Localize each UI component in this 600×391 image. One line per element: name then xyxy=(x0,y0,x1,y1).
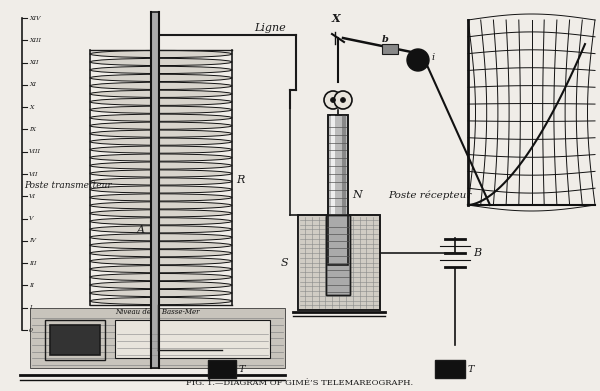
Text: FIG. 1.—DIAGRAM OF GIMÉ’S TELEMAREOGRAPH.: FIG. 1.—DIAGRAM OF GIMÉ’S TELEMAREOGRAPH… xyxy=(187,379,413,387)
Bar xyxy=(342,115,346,265)
Text: T: T xyxy=(468,364,475,373)
Text: i: i xyxy=(431,54,434,63)
Ellipse shape xyxy=(90,186,232,193)
Text: A: A xyxy=(137,225,145,235)
Text: XII: XII xyxy=(29,60,38,65)
Ellipse shape xyxy=(90,50,232,57)
Bar xyxy=(435,360,465,378)
Bar xyxy=(328,115,348,265)
Text: B: B xyxy=(473,248,481,258)
Ellipse shape xyxy=(90,282,232,289)
Ellipse shape xyxy=(90,242,232,249)
Bar xyxy=(382,44,398,54)
Ellipse shape xyxy=(90,210,232,217)
Ellipse shape xyxy=(90,146,232,153)
Bar xyxy=(326,215,350,295)
Text: III: III xyxy=(29,261,37,265)
Bar xyxy=(328,115,348,265)
Text: V: V xyxy=(29,216,34,221)
Ellipse shape xyxy=(90,298,232,305)
Ellipse shape xyxy=(90,274,232,281)
Text: 0: 0 xyxy=(29,328,33,332)
Text: N: N xyxy=(352,190,362,200)
Text: R: R xyxy=(236,175,244,185)
Text: X: X xyxy=(29,105,34,109)
Ellipse shape xyxy=(90,194,232,201)
Ellipse shape xyxy=(90,162,232,169)
Bar xyxy=(50,325,100,355)
Text: Niveau de la Basse-Mer: Niveau de la Basse-Mer xyxy=(115,308,200,316)
Text: S: S xyxy=(280,258,288,268)
Circle shape xyxy=(331,97,335,102)
Ellipse shape xyxy=(90,114,232,121)
Ellipse shape xyxy=(90,234,232,241)
Text: XIII: XIII xyxy=(29,38,41,43)
Text: XI: XI xyxy=(29,83,36,87)
Text: T: T xyxy=(239,364,245,373)
Ellipse shape xyxy=(90,138,232,145)
Ellipse shape xyxy=(90,265,232,273)
Ellipse shape xyxy=(90,90,232,97)
Text: Poste transmetteur: Poste transmetteur xyxy=(24,181,112,190)
Ellipse shape xyxy=(90,289,232,297)
Ellipse shape xyxy=(90,106,232,113)
Ellipse shape xyxy=(90,226,232,233)
Text: Ligne: Ligne xyxy=(254,23,286,33)
Ellipse shape xyxy=(90,122,232,129)
Circle shape xyxy=(341,97,346,102)
Ellipse shape xyxy=(90,202,232,209)
Ellipse shape xyxy=(90,66,232,74)
Ellipse shape xyxy=(90,130,232,137)
Circle shape xyxy=(334,91,352,109)
Bar xyxy=(151,12,159,368)
Text: Poste récepteur: Poste récepteur xyxy=(388,190,472,200)
Circle shape xyxy=(407,49,429,71)
Ellipse shape xyxy=(90,74,232,81)
Text: II: II xyxy=(29,283,34,288)
Text: I: I xyxy=(29,305,32,310)
Ellipse shape xyxy=(90,154,232,161)
Ellipse shape xyxy=(90,218,232,225)
Text: VI: VI xyxy=(29,194,36,199)
Bar xyxy=(326,215,350,295)
Ellipse shape xyxy=(90,249,232,257)
Text: IX: IX xyxy=(29,127,36,132)
Ellipse shape xyxy=(90,178,232,185)
Bar xyxy=(208,360,236,378)
Ellipse shape xyxy=(90,58,232,66)
Ellipse shape xyxy=(90,170,232,177)
Ellipse shape xyxy=(90,98,232,106)
Bar xyxy=(331,115,335,265)
Circle shape xyxy=(324,91,342,109)
Bar xyxy=(298,215,380,310)
Ellipse shape xyxy=(90,258,232,265)
Bar xyxy=(30,308,285,368)
Ellipse shape xyxy=(90,82,232,90)
Text: XIV: XIV xyxy=(29,16,41,20)
Text: VIII: VIII xyxy=(29,149,41,154)
Text: X: X xyxy=(332,13,340,23)
Text: b: b xyxy=(382,36,388,45)
Text: IV: IV xyxy=(29,239,36,243)
Bar xyxy=(298,215,380,310)
Bar xyxy=(115,320,270,358)
Bar xyxy=(45,320,105,360)
Text: VII: VII xyxy=(29,172,38,176)
